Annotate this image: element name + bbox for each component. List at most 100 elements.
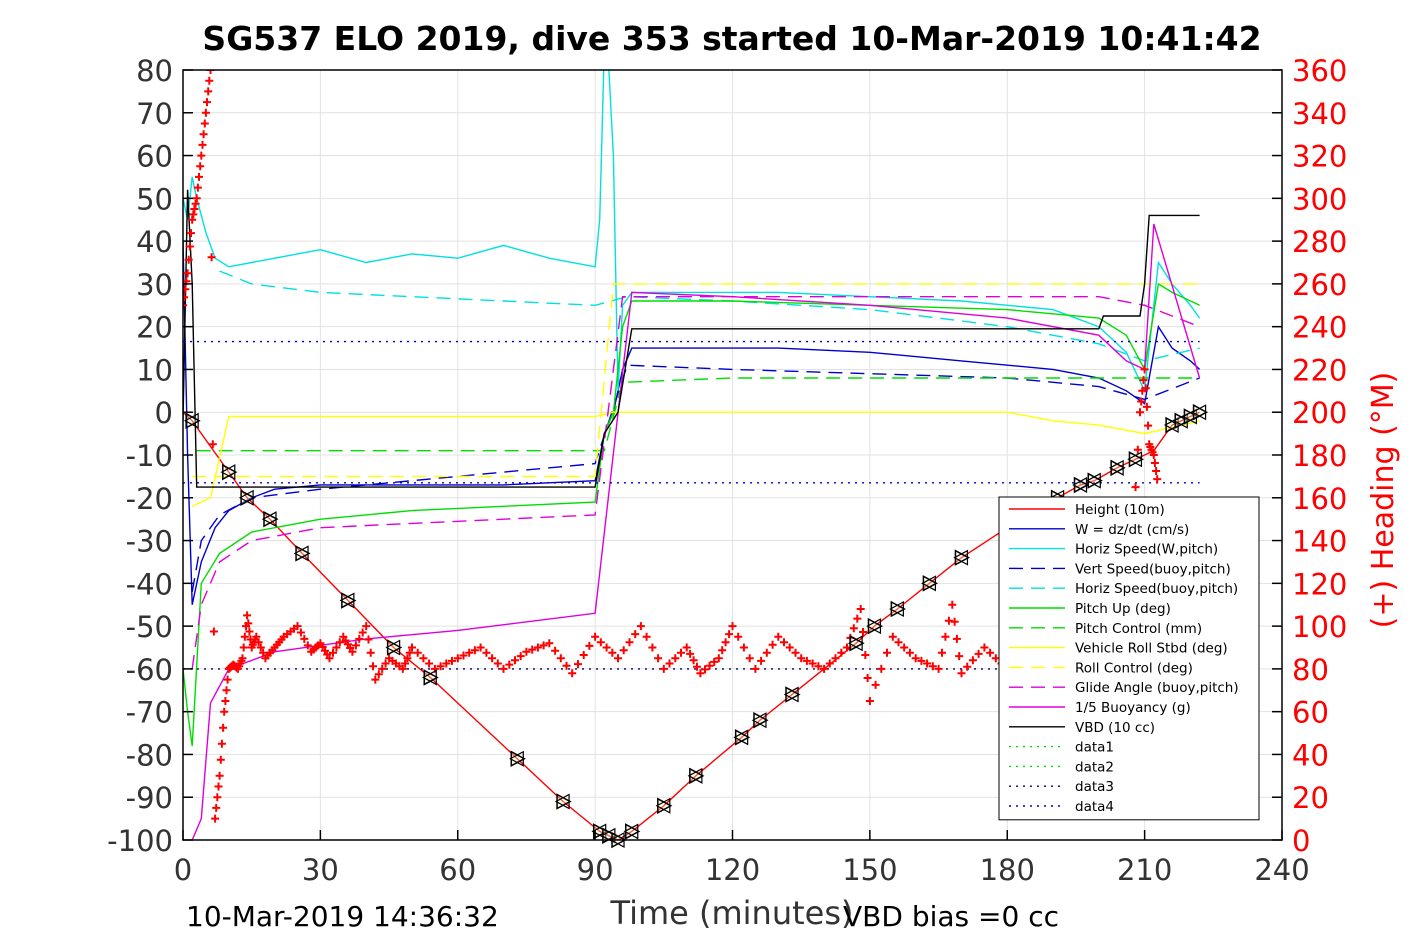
heading-point [579, 651, 588, 659]
heading-point [403, 654, 412, 663]
heading-point [955, 652, 964, 661]
height-marker-back [1108, 459, 1124, 476]
heading-point [1144, 421, 1153, 430]
right-tick-label: 280 [1292, 225, 1347, 259]
heading-point [1149, 451, 1158, 459]
right-tick-label: 240 [1292, 311, 1347, 345]
right-tick-label: 360 [1292, 54, 1347, 88]
right-tick-label: 40 [1292, 738, 1329, 772]
heading-point [591, 632, 600, 641]
heading-point [780, 638, 788, 647]
heading-point [877, 664, 886, 673]
left-tick-label: -100 [107, 824, 173, 858]
legend-label: 1/5 Buoyancy (g) [1075, 700, 1191, 716]
heading-point [374, 670, 383, 679]
heading-point [499, 664, 508, 673]
heading-point [448, 656, 456, 665]
heading-point [459, 651, 468, 660]
series-line-10 [191, 223, 1201, 840]
heading-point [201, 108, 210, 117]
heading-point [296, 628, 305, 637]
heading-point [1150, 459, 1159, 467]
heading-point [355, 634, 364, 643]
bottom-tick-label: 210 [1117, 853, 1172, 887]
heading-point [204, 87, 213, 96]
heading-point [825, 659, 834, 668]
heading-point [659, 664, 668, 673]
heading-point [725, 630, 734, 639]
right-tick-label: 60 [1292, 696, 1329, 730]
heading-point [677, 648, 685, 657]
heading-point [934, 664, 943, 673]
heading-series [183, 70, 1162, 823]
height-marker-back [1182, 408, 1198, 425]
legend-label: data2 [1075, 759, 1114, 775]
heading-point [871, 680, 880, 689]
heading-point [211, 814, 220, 823]
heading-point [408, 643, 416, 652]
legend-label: Height (10m) [1075, 502, 1165, 518]
heading-point [220, 707, 229, 716]
heading-point [762, 648, 771, 657]
heading-point [470, 646, 479, 655]
heading-point [948, 600, 957, 609]
heading-point [476, 643, 485, 652]
right-tick-label: 80 [1292, 653, 1329, 687]
heading-point [551, 646, 560, 655]
heading-point [212, 803, 221, 812]
heading-point [682, 643, 691, 652]
heading-point [325, 654, 334, 663]
heading-point [217, 739, 226, 748]
height-marker-back [1172, 412, 1188, 429]
heading-point [238, 654, 247, 663]
series-line-7 [191, 411, 1200, 507]
height-marker-back [921, 575, 937, 592]
heading-point [938, 648, 946, 657]
heading-point [751, 664, 760, 673]
heading-point [413, 648, 422, 657]
heading-point [199, 130, 208, 139]
series-line-5 [183, 282, 1200, 746]
heading-point [562, 661, 571, 670]
bottom-tick-label: 150 [842, 853, 897, 887]
left-tick-label: -50 [126, 610, 173, 644]
heading-point [693, 662, 701, 671]
heading-point [585, 641, 594, 650]
heading-point [488, 654, 497, 663]
left-tick-label: -60 [126, 653, 173, 687]
height-marker-back [600, 827, 616, 844]
heading-point [203, 98, 211, 107]
bottom-axis: 0 30 60 90 120 150 180 210 240 [174, 830, 1310, 887]
heading-point [671, 654, 680, 663]
heading-point [259, 648, 268, 657]
vbd-bias-label: VBD bias =0 cc [843, 900, 1059, 933]
height-marker-back [866, 618, 882, 635]
heading-point [900, 643, 909, 652]
heading-point [300, 634, 309, 643]
heading-point [689, 656, 698, 665]
series-line-11 [183, 189, 1200, 488]
heading-point [222, 686, 231, 695]
heading-point [200, 119, 209, 128]
heading-point [187, 229, 195, 238]
heading-point [968, 656, 977, 665]
left-tick-label: 70 [136, 97, 173, 131]
heading-point [986, 648, 995, 657]
heading-point [696, 669, 705, 678]
right-tick-label: 180 [1292, 439, 1347, 473]
legend-label: data3 [1075, 779, 1114, 795]
height-marker-back [1191, 404, 1207, 421]
legend-box [998, 496, 1260, 821]
heading-point [721, 638, 730, 647]
heading-point [195, 172, 203, 181]
left-tick-label: 20 [136, 311, 173, 345]
heading-point [952, 634, 961, 643]
legend-label: Roll Control (deg) [1075, 660, 1193, 676]
heading-point [856, 605, 865, 613]
height-marker-back [554, 793, 570, 810]
heading-point [1137, 397, 1146, 406]
heading-point [883, 648, 891, 657]
heading-point [381, 659, 390, 668]
heading-point [183, 285, 190, 294]
